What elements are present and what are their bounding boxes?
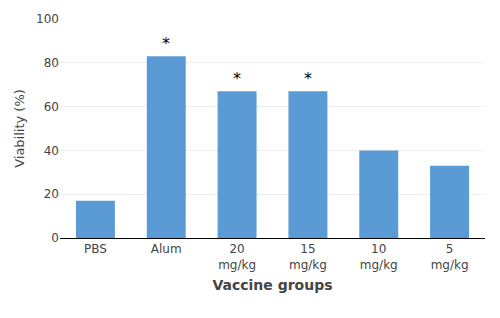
svg-text:20: 20 <box>44 187 59 201</box>
svg-text:20mg/kg: 20mg/kg <box>218 242 256 272</box>
svg-text:40: 40 <box>44 144 59 158</box>
svg-text:60: 60 <box>44 100 59 114</box>
svg-text:100: 100 <box>36 12 59 26</box>
svg-text:Alum: Alum <box>151 242 182 256</box>
svg-text:*: * <box>304 69 312 88</box>
svg-text:10mg/kg: 10mg/kg <box>360 242 398 272</box>
svg-text:PBS: PBS <box>84 242 107 256</box>
svg-text:Viability (%): Viability (%) <box>12 89 27 168</box>
svg-text:*: * <box>162 34 170 53</box>
svg-text:0: 0 <box>51 231 59 245</box>
svg-text:*: * <box>233 69 241 88</box>
svg-text:80: 80 <box>44 56 59 70</box>
svg-text:15mg/kg: 15mg/kg <box>289 242 327 272</box>
svg-text:5mg/kg: 5mg/kg <box>431 242 469 272</box>
svg-text:Vaccine groups: Vaccine groups <box>212 277 332 293</box>
